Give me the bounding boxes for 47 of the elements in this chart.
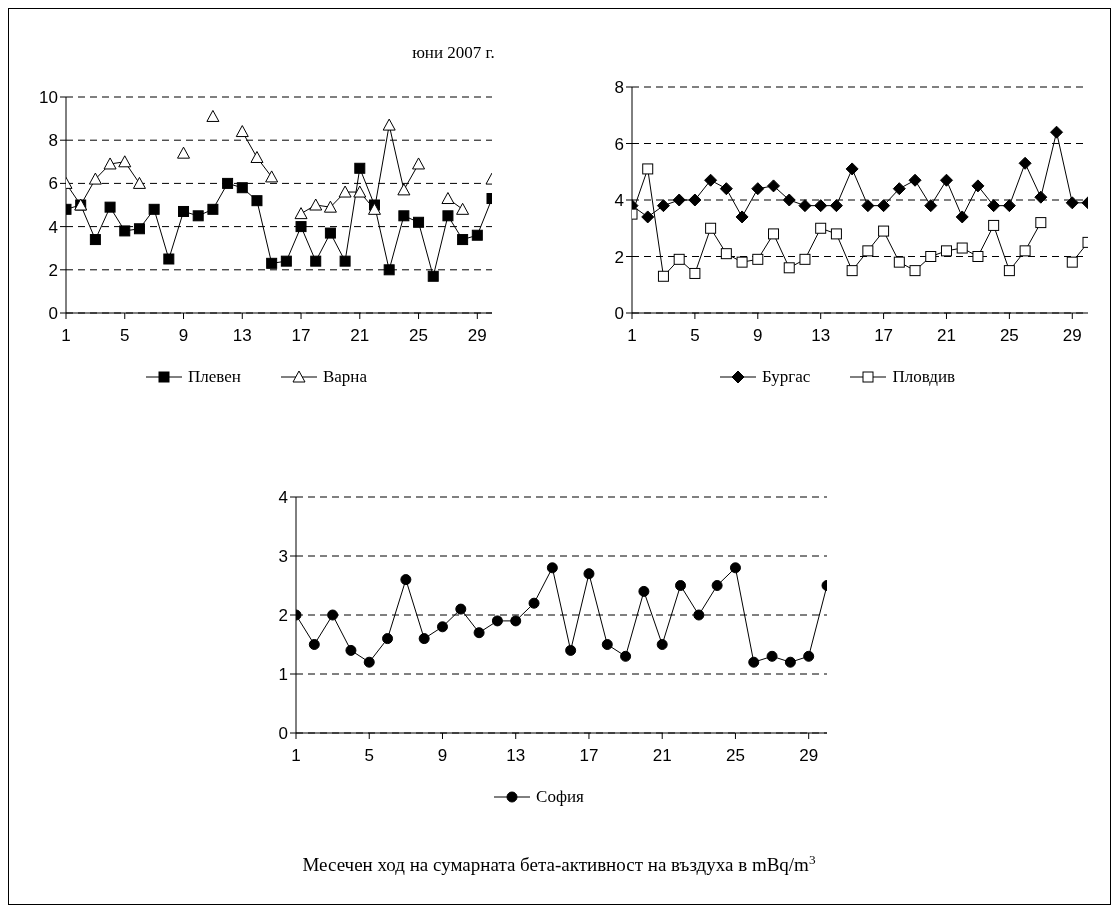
x-tick-label: 25	[725, 746, 745, 766]
legend-label: Варна	[322, 367, 367, 387]
x-tick-label: 25	[409, 326, 429, 346]
y-tick-label: 10	[39, 88, 58, 108]
x-tick-label: 13	[232, 326, 252, 346]
x-tick-label: 17	[874, 326, 894, 346]
x-tick-label: 17	[579, 746, 599, 766]
y-tick-label: 2	[614, 247, 624, 267]
y-tick-label: 8	[48, 131, 58, 151]
text: Месечен ход на сумарната бета-активност на въздуха в mBq/m$^{3}$	[302, 851, 816, 875]
y-tick-label: 2	[48, 260, 58, 280]
x-tick-label: 1	[61, 326, 71, 346]
x-tick-label: 21	[652, 746, 672, 766]
x-tick-label: 25	[999, 326, 1019, 346]
y-tick-label: 1	[278, 665, 288, 685]
x-tick-label: 29	[1062, 326, 1082, 346]
x-tick-label: 29	[799, 746, 819, 766]
y-tick-label: 6	[48, 174, 58, 194]
x-tick-label: 29	[467, 326, 487, 346]
x-tick-label: 5	[364, 746, 374, 766]
legend-label: Плевен	[188, 367, 241, 387]
y-tick-label: 4	[614, 191, 624, 211]
x-tick-label: 9	[437, 746, 448, 766]
x-tick-label: 17	[291, 326, 311, 346]
y-tick-label: 4	[278, 488, 288, 508]
y-tick-label: 6	[614, 134, 624, 154]
legend-label: Бургас	[761, 367, 811, 387]
y-tick-label: 0	[278, 724, 288, 744]
x-tick-label: 5	[690, 326, 700, 346]
y-tick-label: 8	[614, 78, 624, 98]
x-tick-label: 13	[506, 746, 526, 766]
y-tick-label: 4	[48, 217, 58, 237]
y-tick-label: 2	[278, 606, 288, 626]
legend-label: София	[536, 787, 584, 807]
x-tick-label: 5	[120, 326, 130, 346]
x-tick-label: 21	[937, 326, 956, 346]
x-tick-label: 9	[753, 326, 763, 346]
chart-title: юни 2007 г.	[412, 43, 495, 62]
x-tick-label: 13	[811, 326, 831, 346]
x-tick-label: 21	[350, 326, 370, 346]
x-tick-label: 1	[627, 326, 637, 346]
y-tick-label: 0	[614, 304, 624, 324]
legend-label: Пловдив	[892, 367, 956, 387]
y-tick-label: 0	[48, 304, 58, 324]
y-tick-label: 3	[278, 547, 288, 567]
x-tick-label: 9	[178, 326, 189, 346]
x-tick-label: 1	[291, 746, 301, 766]
